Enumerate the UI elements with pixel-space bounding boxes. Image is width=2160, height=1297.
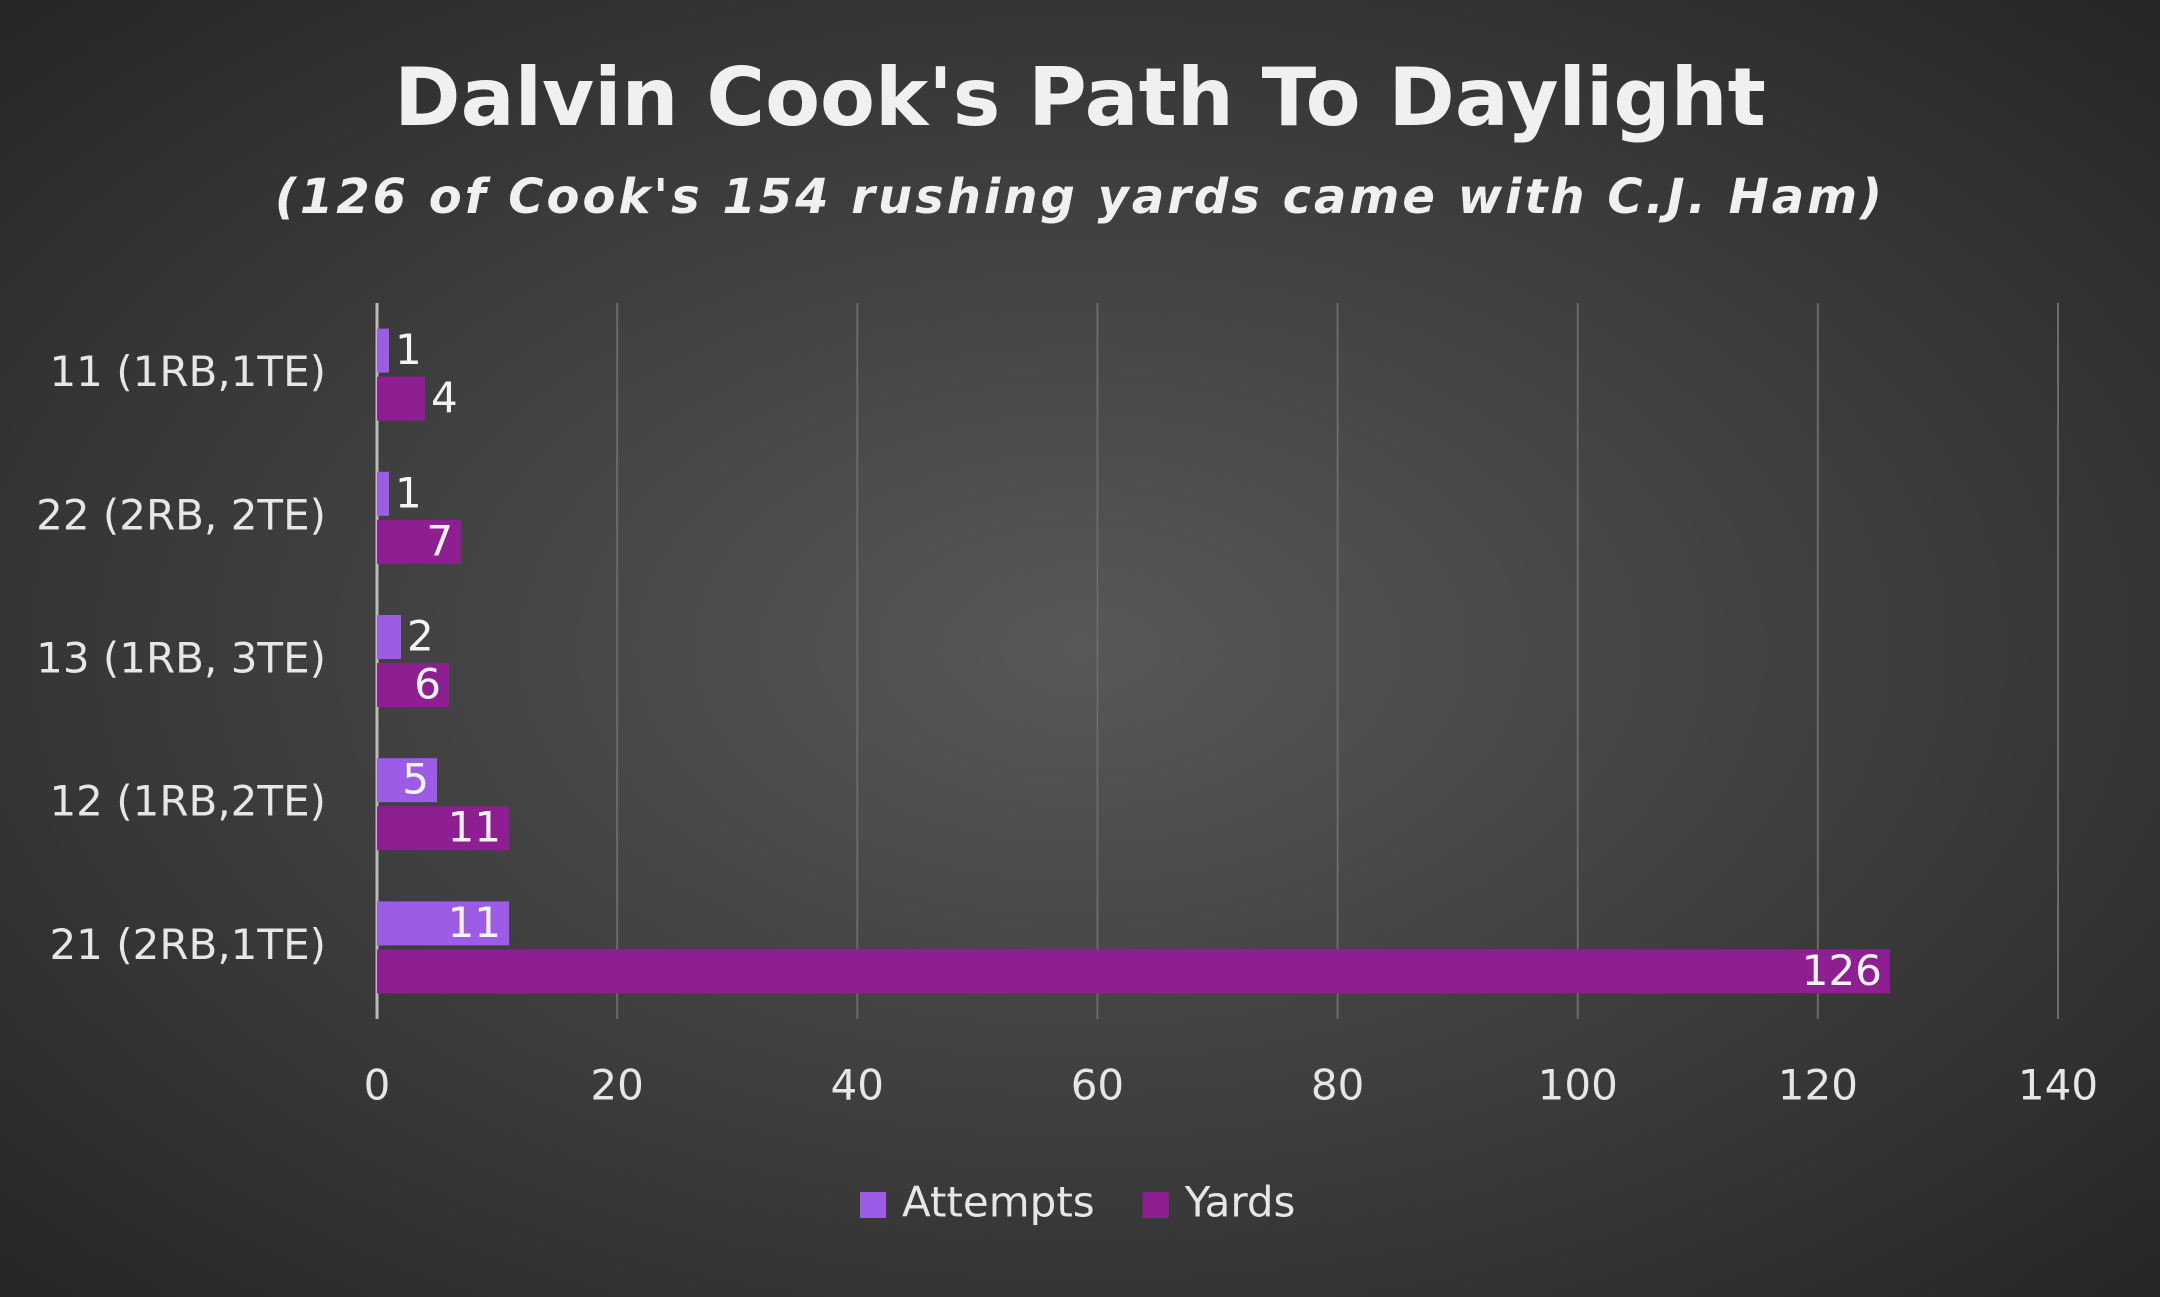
data-label: 11 bbox=[448, 898, 501, 947]
bar bbox=[377, 328, 390, 373]
y-tick-label: 11 (1RB,1TE) bbox=[49, 347, 326, 396]
bar bbox=[377, 376, 426, 421]
legend-swatch bbox=[860, 1192, 886, 1218]
y-tick-label: 13 (1RB, 3TE) bbox=[36, 634, 326, 683]
bar bbox=[377, 806, 510, 851]
legend-swatch bbox=[1142, 1192, 1169, 1218]
bar bbox=[377, 949, 1890, 994]
data-label: 4 bbox=[431, 373, 458, 422]
data-label: 1 bbox=[395, 468, 422, 517]
x-tick-label: 100 bbox=[1538, 1061, 1618, 1110]
bar bbox=[377, 901, 510, 946]
data-label: 7 bbox=[426, 516, 453, 565]
bar bbox=[377, 615, 402, 659]
x-tick-label: 20 bbox=[590, 1061, 643, 1110]
data-label: 6 bbox=[414, 660, 441, 709]
data-label: 1 bbox=[395, 325, 422, 374]
bar bbox=[377, 471, 390, 516]
data-label: 11 bbox=[448, 803, 501, 852]
x-tick-label: 60 bbox=[1071, 1061, 1124, 1110]
y-tick-label: 12 (1RB,2TE) bbox=[49, 777, 326, 826]
x-tick-label: 0 bbox=[364, 1061, 391, 1110]
chart-subtitle: (126 of Cook's 154 rushing yards came wi… bbox=[275, 169, 1885, 225]
x-tick-label: 40 bbox=[831, 1061, 884, 1110]
bar bbox=[377, 758, 438, 803]
data-label: 2 bbox=[407, 612, 434, 661]
chart-title: Dalvin Cook's Path To Daylight bbox=[394, 51, 1766, 144]
bar bbox=[377, 519, 462, 564]
y-tick-label: 21 (2RB,1TE) bbox=[49, 920, 326, 969]
bar bbox=[377, 663, 450, 707]
x-tick-label: 120 bbox=[1778, 1061, 1858, 1110]
y-tick-label: 22 (2RB, 2TE) bbox=[36, 490, 326, 539]
x-tick-label: 140 bbox=[2018, 1061, 2098, 1110]
legend-label: Attempts bbox=[902, 1178, 1095, 1227]
legend-label: Yards bbox=[1184, 1178, 1296, 1227]
data-label: 126 bbox=[1802, 946, 1882, 995]
x-tick-label: 80 bbox=[1311, 1061, 1364, 1110]
data-label: 5 bbox=[402, 755, 429, 804]
